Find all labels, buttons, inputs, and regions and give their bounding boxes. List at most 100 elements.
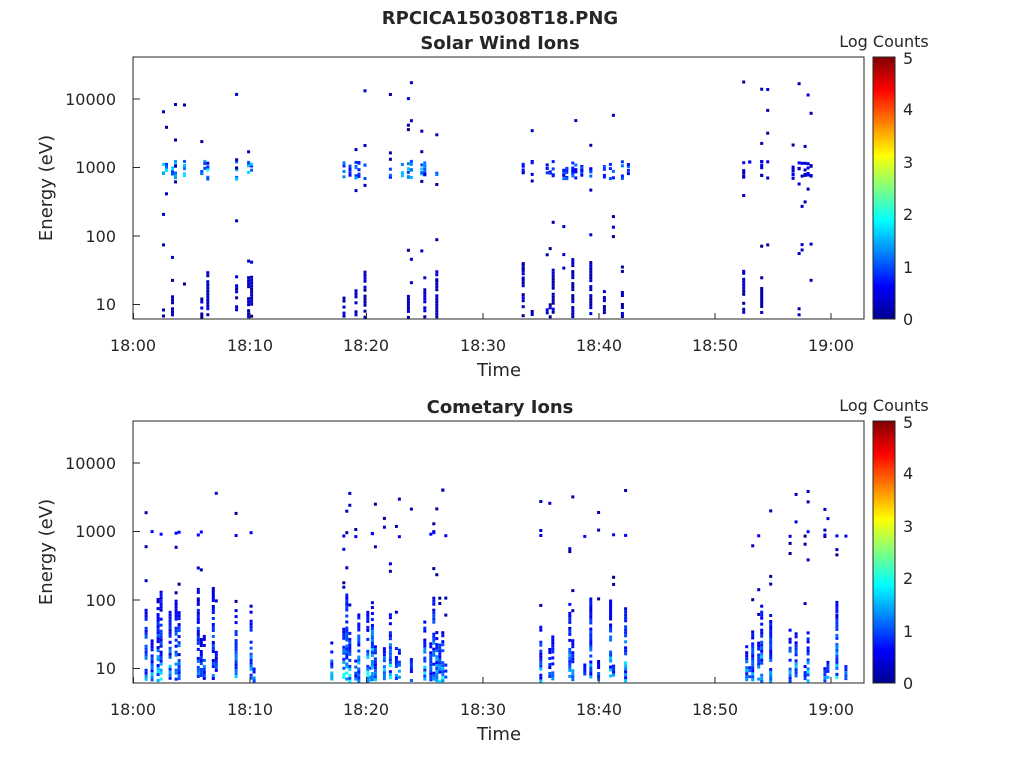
spectrogram-cell [345, 647, 349, 651]
spectrogram-cell [168, 634, 172, 638]
spectrogram-cell [609, 656, 613, 660]
spectrogram-cell [620, 303, 624, 306]
spectrogram-cell [342, 675, 346, 679]
spectrogram-cell [565, 177, 569, 181]
spectrogram-cell [366, 625, 370, 629]
spectrogram-cell [432, 522, 436, 526]
spectrogram-cell [769, 668, 773, 671]
colorbar-tick-label: 5 [903, 413, 913, 432]
spectrogram-cell [348, 646, 352, 650]
spectrogram-cell [409, 507, 413, 511]
spectrogram-cell [156, 622, 160, 626]
spectrogram-cell [168, 631, 172, 635]
spectrogram-cell [250, 302, 254, 306]
spectrogram-cell [196, 659, 200, 663]
spectrogram-cell [571, 264, 575, 268]
spectrogram-cell [144, 579, 148, 583]
spectrogram-cell [348, 658, 352, 662]
spectrogram-cell [620, 176, 624, 180]
spectrogram-cell [168, 622, 172, 626]
spectrogram-cell [624, 489, 628, 492]
spectrogram-cell [548, 501, 552, 505]
y-axis: 10 100 1000 10000 Energy (eV) [36, 454, 140, 678]
spectrogram-cell [159, 596, 163, 600]
x-tick-label: 18:10 [227, 700, 273, 719]
spectrogram-cell [806, 652, 810, 656]
spectrogram-cell [835, 654, 839, 658]
spectrogram-cell [769, 641, 773, 644]
spectrogram-cell [806, 679, 810, 683]
spectrogram-cell [144, 650, 148, 654]
spectrogram-cell [760, 311, 764, 314]
spectrogram-cell [174, 171, 177, 175]
colorbar-tick-label: 4 [903, 464, 913, 483]
spectrogram-cell [742, 310, 746, 314]
spectrogram-cell [432, 620, 436, 624]
spectrogram-cell [760, 661, 764, 665]
spectrogram-cell [800, 174, 804, 178]
spectrogram-cell [551, 662, 555, 666]
spectrogram-cell [249, 664, 253, 668]
spectrogram-cell [626, 165, 630, 168]
spectrogram-cell [797, 167, 801, 171]
spectrogram-cell [745, 672, 749, 676]
spectrogram-cell [429, 654, 433, 658]
spectrogram-cell [571, 609, 575, 613]
spectrogram-cell [435, 282, 439, 286]
x-axis: 18:00 18:10 18:20 18:30 18:40 18:50 19:0… [110, 677, 854, 745]
spectrogram-cell [159, 593, 163, 597]
spectrogram-cell [348, 673, 352, 677]
spectrogram-cell [441, 667, 445, 671]
spectrogram-cell [835, 642, 839, 646]
spectrogram-cell [794, 520, 798, 524]
spectrogram-cell [748, 669, 752, 673]
spectrogram-cell [432, 614, 436, 618]
x-axis-label: Time [476, 724, 521, 745]
spectrogram-cell [214, 662, 218, 666]
spectrogram-cell [397, 651, 401, 655]
spectrogram-cell [609, 617, 613, 621]
spectrogram-cell [624, 679, 628, 683]
spectrogram-cell [357, 628, 361, 632]
spectrogram-cell [757, 656, 761, 660]
spectrogram-cell [803, 671, 807, 675]
spectrogram-cell [206, 177, 210, 181]
spectrogram-cell [406, 315, 410, 319]
spectrogram-cell [760, 604, 764, 608]
spectrogram-cell [429, 669, 433, 673]
spectrogram-cell [366, 679, 370, 683]
spectrogram-cell [835, 636, 839, 640]
spectrogram-cell [406, 162, 410, 166]
spectrogram-cell [159, 638, 163, 642]
spectrogram-cell [330, 665, 334, 669]
spectrogram-cell [394, 674, 398, 677]
spectrogram-cell [168, 616, 172, 620]
spectrogram-cell [539, 643, 543, 647]
spectrogram-cell [357, 613, 361, 617]
spectrogram-cell [174, 608, 178, 612]
spectrogram-cell [435, 673, 439, 677]
spectrogram-cell [345, 635, 349, 639]
spectrogram-cell [611, 225, 615, 229]
spectrogram-cell [589, 612, 593, 616]
spectrogram-cell [609, 653, 613, 657]
spectrogram-cell [760, 244, 764, 248]
spectrogram-cell [441, 631, 445, 635]
spectrogram-cell [388, 661, 392, 665]
spectrogram-cell [571, 312, 575, 316]
spectrogram-cell [144, 656, 148, 660]
spectrogram-cell [806, 646, 810, 650]
spectrogram-cell [568, 638, 572, 642]
spectrogram-cell [247, 150, 251, 154]
spectrogram-cell [199, 641, 203, 644]
y-axis: 10 100 1000 10000 Energy (eV) [36, 90, 140, 314]
spectrogram-cell [144, 511, 148, 515]
y-tick-label: 1000 [75, 158, 116, 177]
spectrogram-cell [602, 165, 606, 168]
spectrogram-cell [760, 655, 764, 659]
spectrogram-cell [214, 491, 218, 495]
spectrogram-cell [206, 165, 210, 169]
spectrogram-cell [769, 574, 773, 578]
spectrogram-cell [757, 677, 761, 681]
spectrogram-cell [624, 616, 628, 620]
